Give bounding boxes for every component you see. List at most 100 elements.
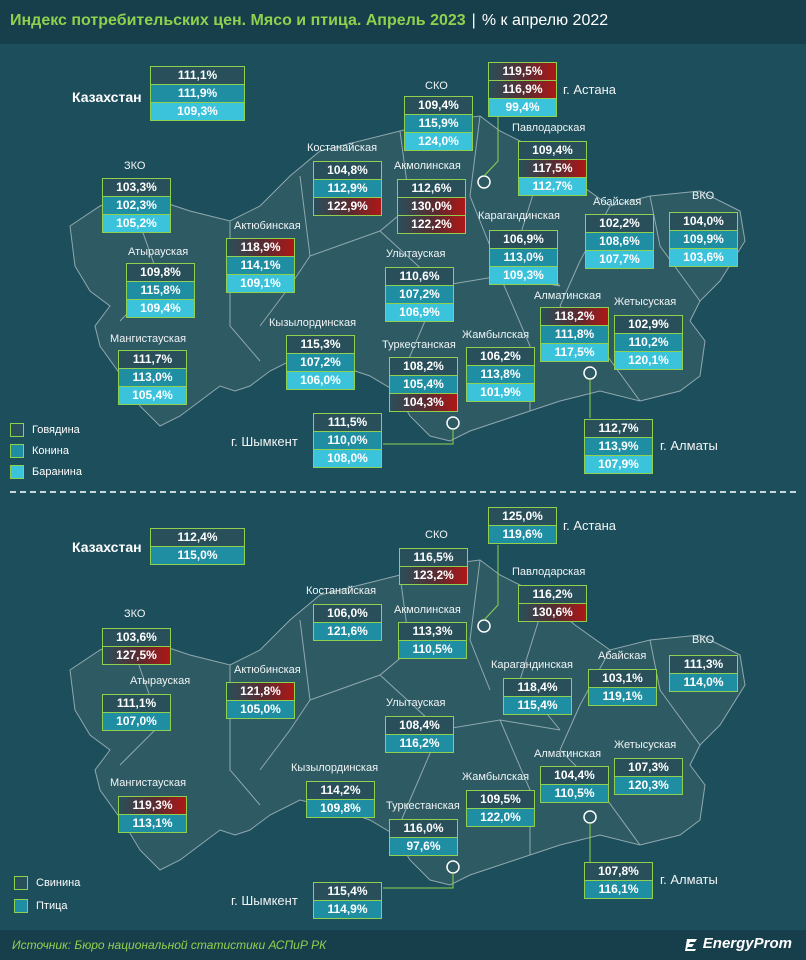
- value-pork: 113,3%: [398, 622, 467, 641]
- value-poultry: 110,5%: [540, 784, 609, 803]
- value-lamb: 124,0%: [404, 132, 473, 151]
- legend-pork: Свинина: [14, 876, 80, 890]
- value-lamb: 107,7%: [585, 250, 654, 269]
- section-divider: [10, 491, 796, 493]
- region-box-pavlodar: 116,2% 130,6%: [518, 585, 587, 622]
- region-name-atyrau: Атырауская: [128, 246, 189, 258]
- value-beef: 118,9%: [226, 238, 295, 257]
- region-name-pavlodar: Павлодарская: [512, 122, 586, 134]
- value-horse: 115,9%: [404, 114, 473, 133]
- value-horse: 107,2%: [385, 285, 454, 304]
- value-horse: 110,0%: [313, 431, 382, 450]
- value-lamb: 104,3%: [389, 393, 458, 412]
- region-name-aktobe: Актюбинская: [234, 664, 301, 676]
- value-pork: 109,5%: [466, 790, 535, 809]
- legend-label: Свинина: [36, 877, 81, 889]
- region-box-akmola: 113,3% 110,5%: [398, 622, 467, 659]
- value-lamb: 105,2%: [102, 214, 171, 233]
- kazakhstan-label-bottom: Казахстан: [72, 539, 142, 555]
- logo-mark-icon: [684, 938, 697, 951]
- value-lamb: 109,3%: [489, 266, 558, 285]
- value-beef: 109,4%: [404, 96, 473, 115]
- logo-text: EnergyProm: [702, 935, 792, 952]
- value-horse: 107,2%: [286, 353, 355, 372]
- region-box-atyrau: 111,1% 107,0%: [102, 694, 171, 731]
- value-poultry: 114,0%: [669, 673, 738, 692]
- legend-label: Баранина: [32, 466, 82, 478]
- value-pork: 111,1%: [102, 694, 171, 713]
- region-box-karaganda: 118,4% 115,4%: [503, 678, 572, 715]
- region-box-ulytau: 108,4% 116,2%: [385, 716, 454, 753]
- kazakhstan-box-top: 111,1% 111,9% 109,3%: [150, 66, 245, 121]
- region-name-zhetysu: Жетысуская: [614, 739, 677, 751]
- header-bar: Индекс потребительских цен. Мясо и птица…: [0, 0, 806, 44]
- legend-label: Конина: [32, 445, 69, 457]
- legend-beef: Говядина: [10, 423, 80, 437]
- region-box-kyzylorda: 115,3% 107,2% 106,0%: [286, 335, 355, 390]
- value-lamb: 107,9%: [584, 455, 653, 474]
- value-horse: 113,0%: [118, 368, 187, 387]
- region-name-kyzylorda: Кызылординская: [291, 762, 379, 774]
- region-name-akmola: Акмолинская: [394, 604, 461, 616]
- value-pork: 116,2%: [518, 585, 587, 604]
- value-pork: 119,3%: [118, 796, 187, 815]
- value-horse: 113,9%: [584, 437, 653, 456]
- value-poultry: 120,3%: [614, 776, 683, 795]
- value-poultry: 113,1%: [118, 814, 187, 833]
- region-name-zhambyl: Жамбылская: [462, 329, 530, 341]
- value-horse: 109,9%: [669, 230, 738, 249]
- region-name-turkestan: Туркестанская: [386, 800, 460, 812]
- value-poultry: 116,2%: [385, 734, 454, 753]
- value-horse: 108,6%: [585, 232, 654, 251]
- value-beef: 108,2%: [389, 357, 458, 376]
- region-name-pavlodar: Павлодарская: [512, 566, 586, 578]
- region-box-almaty-region: 104,4% 110,5%: [540, 766, 609, 803]
- city-box-almaty: 112,7% 113,9% 107,9%: [584, 419, 653, 474]
- value-lamb: 109,4%: [126, 299, 195, 318]
- value-pork: 116,0%: [389, 819, 458, 838]
- city-box-astana: 119,5% 116,9% 99,4%: [488, 62, 557, 117]
- region-box-atyrau: 109,8% 115,8% 109,4%: [126, 263, 195, 318]
- region-name-mangystau: Мангистауская: [110, 333, 187, 345]
- value-pork: 107,8%: [584, 862, 653, 881]
- legend-poultry: Птица: [14, 899, 68, 913]
- legend-swatch: [14, 876, 28, 890]
- region-name-zko: ЗКО: [124, 160, 146, 172]
- region-name-vko: ВКО: [692, 190, 715, 202]
- value-beef: 112,7%: [584, 419, 653, 438]
- value-beef: 104,0%: [669, 212, 738, 231]
- region-box-almaty-region: 118,2% 111,8% 117,5%: [540, 307, 609, 362]
- value-pork: 116,5%: [399, 548, 468, 567]
- value-horse: 111,8%: [540, 325, 609, 344]
- value-poultry: 127,5%: [102, 646, 171, 665]
- region-box-aktobe: 118,9% 114,1% 109,1%: [226, 238, 295, 293]
- region-name-almaty-region: Алматинская: [534, 748, 602, 760]
- value-beef: 109,4%: [518, 141, 587, 160]
- value-lamb: 106,9%: [385, 303, 454, 322]
- value-pork: 111,3%: [669, 655, 738, 674]
- value-pork: 121,8%: [226, 682, 295, 701]
- value-beef: 119,5%: [488, 62, 557, 81]
- value-poultry: 130,6%: [518, 603, 587, 622]
- region-name-turkestan: Туркестанская: [382, 339, 456, 351]
- value-beef: 109,8%: [126, 263, 195, 282]
- legend-horse: Конина: [10, 444, 69, 458]
- energyprom-logo: EnergyProm: [684, 935, 792, 952]
- value-horse: 115,8%: [126, 281, 195, 300]
- value-poultry: 109,8%: [306, 799, 375, 818]
- value-poultry: 114,9%: [313, 900, 382, 919]
- value-pork: 112,4%: [150, 528, 245, 547]
- region-name-mangystau: Мангистауская: [110, 777, 187, 789]
- value-horse: 130,0%: [397, 197, 466, 216]
- value-pork: 103,1%: [588, 669, 657, 688]
- region-box-zko: 103,6% 127,5%: [102, 628, 171, 665]
- value-beef: 106,2%: [466, 347, 535, 366]
- value-lamb: 120,1%: [614, 351, 683, 370]
- value-beef: 110,6%: [385, 267, 454, 286]
- legend-label: Птица: [36, 900, 68, 912]
- value-lamb: 117,5%: [540, 343, 609, 362]
- region-box-sko: 109,4% 115,9% 124,0%: [404, 96, 473, 151]
- value-lamb: 105,4%: [118, 386, 187, 405]
- value-beef: 115,3%: [286, 335, 355, 354]
- value-lamb: 106,0%: [286, 371, 355, 390]
